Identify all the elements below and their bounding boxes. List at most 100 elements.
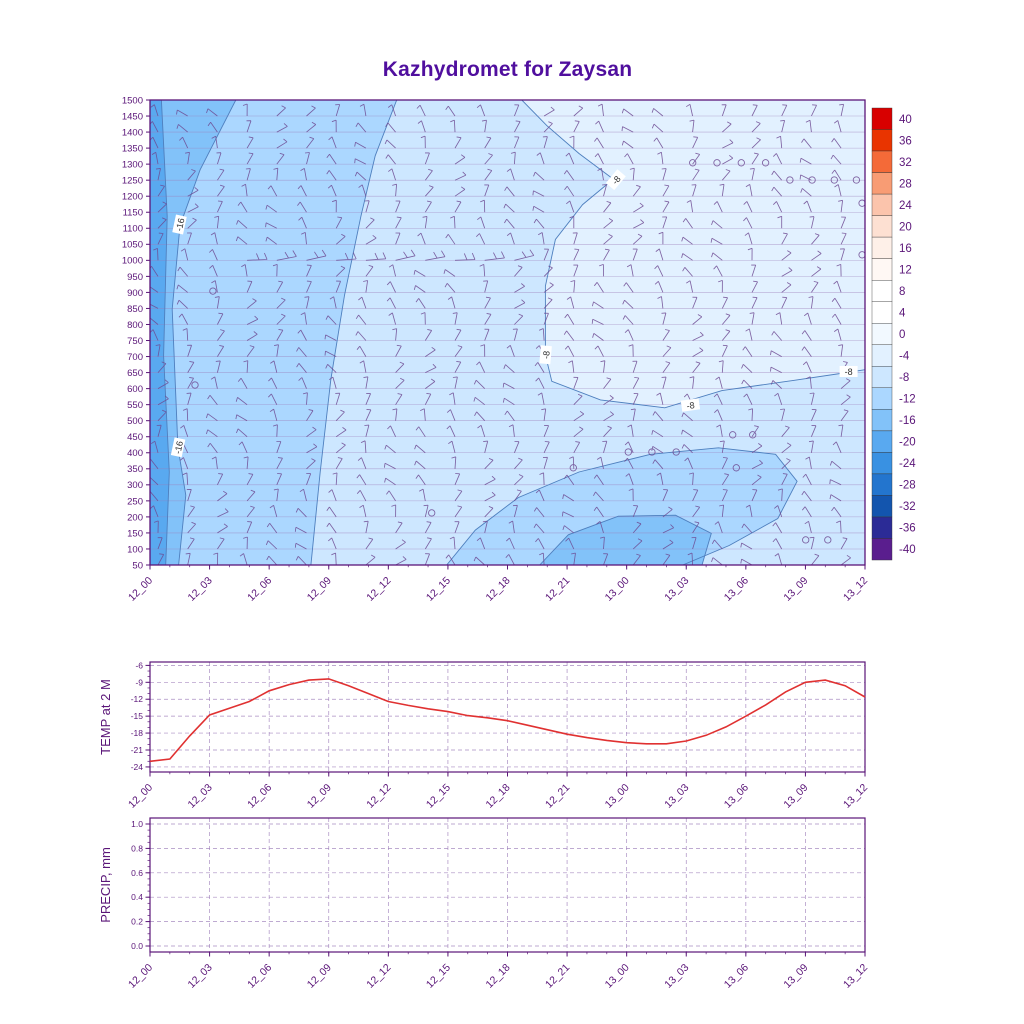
wind-barb [718, 279, 723, 293]
level-tick-label: 1000 [122, 256, 143, 267]
wind-barb [392, 408, 398, 421]
wind-barb [506, 537, 515, 550]
calm-wind-circle [624, 448, 632, 456]
wind-barb [185, 151, 190, 165]
wind-barb [781, 458, 791, 470]
wind-barb [597, 103, 604, 117]
wind-barb [237, 377, 248, 389]
wind-barb [662, 345, 672, 357]
colorbar-label: -32 [899, 501, 916, 513]
wind-barb [749, 312, 755, 325]
wind-barb [306, 409, 314, 421]
wind-barb [514, 313, 524, 325]
wind-barb [833, 280, 842, 293]
wind-barb [328, 376, 337, 389]
level-tick-label: 650 [127, 368, 143, 379]
wind-barb [268, 377, 278, 389]
wind-barb [355, 314, 367, 325]
colorbar-segment [871, 387, 893, 410]
wind-barb [176, 124, 188, 133]
colorbar-label: -16 [899, 415, 916, 427]
colorbar-segment [871, 344, 893, 367]
wind-barb [450, 215, 456, 229]
wind-barb [543, 248, 549, 261]
wind-barb [326, 170, 337, 181]
wind-barb [187, 100, 188, 101]
wind-barb [594, 345, 604, 357]
colorbar-segment [871, 430, 893, 453]
wind-barb [265, 540, 278, 550]
wind-barb [273, 167, 279, 181]
wind-barb [543, 312, 549, 325]
wind-barb [246, 152, 254, 165]
wind-barb [157, 379, 169, 389]
wind-barb [839, 248, 845, 261]
wind-barb [392, 328, 398, 341]
wind-barb [276, 250, 297, 261]
wind-barb [745, 504, 753, 517]
wind-barb [627, 424, 634, 437]
wind-barb [722, 139, 734, 149]
calm-wind-circle [786, 176, 794, 184]
wind-barb [743, 201, 753, 213]
wind-barb [246, 120, 252, 133]
wind-barb [711, 220, 723, 229]
colorbar-segment [871, 409, 893, 432]
wind-barb [514, 489, 522, 502]
wind-barb [387, 425, 396, 437]
wind-barb [186, 232, 192, 245]
calm-wind-circle [689, 159, 697, 167]
colorbar-label: 40 [899, 114, 912, 126]
colorbar-segment [871, 172, 893, 195]
wind-barb [267, 185, 278, 197]
wind-barb [246, 100, 248, 101]
wind-barb [210, 232, 218, 245]
wind-barb [306, 473, 312, 485]
svg-text:-16: -16 [173, 440, 185, 455]
contour-line--16 [171, 100, 237, 565]
wind-barb [597, 167, 604, 181]
wind-barb [573, 393, 583, 405]
wind-barb [838, 424, 844, 437]
wind-barb [632, 553, 641, 565]
colorbar-segment [871, 236, 893, 259]
wind-barb [239, 553, 248, 565]
x-tick-label: 12_12 [364, 575, 393, 604]
wind-barb [571, 552, 576, 565]
level-tick-label: 1400 [122, 127, 143, 138]
wind-barb [365, 392, 371, 405]
colorbar-segment [871, 150, 893, 173]
wind-barb [781, 473, 788, 485]
wind-barb [484, 475, 496, 486]
wind-barb [358, 296, 367, 309]
wind-barb [420, 408, 426, 421]
x-tick-label: 12_09 [305, 575, 334, 604]
wind-barb [424, 100, 426, 101]
colorbar-label: 8 [899, 286, 905, 298]
wind-barb [365, 537, 374, 550]
wind-barb [153, 520, 159, 533]
wind-barb [276, 297, 286, 309]
wind-barb [484, 296, 491, 309]
wind-barb [484, 506, 494, 518]
wind-barb [336, 100, 337, 101]
wind-barb [719, 183, 725, 197]
wind-barb [335, 233, 346, 245]
wind-barb [150, 104, 159, 117]
wind-barb [445, 105, 456, 117]
wind-barb [602, 440, 608, 453]
wind-barb [748, 408, 754, 421]
wind-barb [448, 440, 456, 453]
wind-barb [562, 525, 575, 534]
wind-barb [326, 506, 337, 518]
wind-barb [217, 312, 224, 325]
wind-barb [799, 157, 812, 165]
wind-barb [599, 536, 605, 550]
wind-barb [425, 363, 437, 373]
wind-barb [565, 537, 575, 550]
wind-barb [265, 204, 278, 213]
wind-barb [335, 104, 341, 117]
contour-line--16-blob [539, 514, 712, 565]
precip-tick-label: 0.2 [131, 917, 143, 927]
wind-barb [714, 521, 723, 534]
